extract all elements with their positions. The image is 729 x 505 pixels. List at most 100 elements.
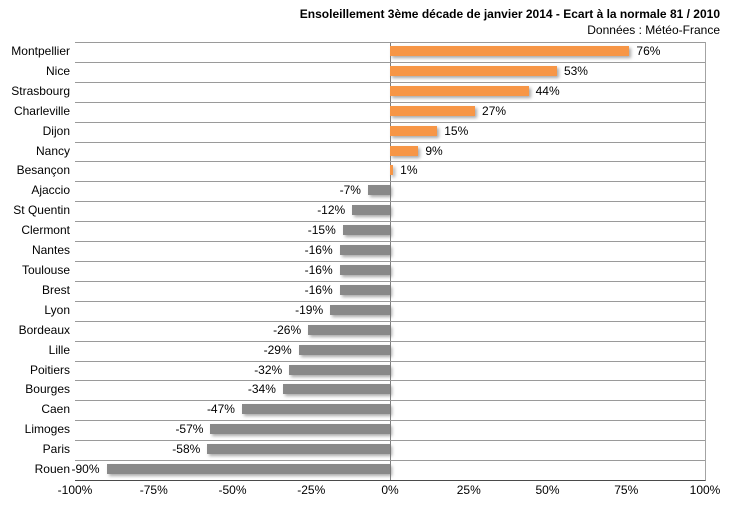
value-label: 53%	[563, 63, 588, 78]
row-separator-line	[75, 261, 705, 262]
value-label: -90%	[71, 462, 100, 477]
value-bar	[367, 185, 390, 196]
value-label: 27%	[482, 103, 507, 118]
value-label: -12%	[317, 203, 346, 218]
category-label: Bourges	[25, 382, 70, 397]
row-separator-line	[75, 161, 705, 162]
row-separator-line	[75, 281, 705, 282]
row-separator-line	[75, 181, 705, 182]
value-label: -26%	[273, 322, 302, 337]
row-separator-line	[75, 241, 705, 242]
value-bar	[390, 85, 529, 96]
value-label: -16%	[304, 282, 333, 297]
row-separator-line	[75, 102, 705, 103]
value-label: 9%	[425, 143, 443, 158]
row-separator-line	[75, 440, 705, 441]
value-label: -32%	[254, 362, 283, 377]
category-label: Rouen	[34, 462, 70, 477]
value-bar	[339, 245, 390, 256]
value-label: -7%	[339, 183, 361, 198]
category-label: Bordeaux	[18, 322, 70, 337]
value-bar	[390, 105, 476, 116]
value-label: -16%	[304, 263, 333, 277]
row-separator-line	[75, 380, 705, 381]
row-separator-line	[75, 82, 705, 83]
value-bar	[390, 125, 438, 136]
category-axis: Montpellier Nice Strasbourg Charleville Dijo…	[0, 42, 70, 480]
value-bar	[339, 264, 390, 275]
row-separator-line	[75, 221, 705, 222]
category-label: Strasbourg	[11, 83, 70, 98]
category-label: Ajaccio	[31, 183, 70, 198]
row-separator-line	[75, 142, 705, 143]
value-label: 76%	[636, 44, 661, 58]
category-label: Dijon	[42, 123, 70, 138]
row-separator-line	[75, 321, 705, 322]
category-label: Nantes	[31, 243, 70, 258]
value-label: -16%	[304, 243, 333, 258]
row-separator-line	[75, 201, 705, 202]
x-axis-tick-label: 100%	[689, 483, 721, 497]
value-bar	[207, 444, 390, 455]
value-bar	[390, 145, 419, 156]
x-axis-tick-label: 75%	[614, 483, 639, 497]
x-axis-tick-label: -100%	[57, 483, 93, 497]
value-bar	[282, 384, 390, 395]
row-separator-line	[75, 361, 705, 362]
category-label: Toulouse	[21, 263, 70, 277]
value-bar	[352, 205, 390, 216]
value-bar	[289, 364, 390, 375]
category-label: Brest	[41, 282, 70, 297]
plot-area: 76% 53% 44% 27% 15% 9% 1% -7% -12% -15% -16% -16% -1…	[71, 42, 706, 481]
value-label: -15%	[307, 223, 336, 238]
category-label: Lille	[48, 342, 70, 357]
category-label: Caen	[41, 402, 70, 417]
x-axis-tick-label: -50%	[218, 483, 247, 497]
category-label: Poitiers	[29, 362, 70, 377]
category-label: Paris	[42, 442, 70, 457]
category-label: Charleville	[13, 103, 70, 118]
value-bar	[308, 324, 390, 335]
category-label: Montpellier	[11, 44, 70, 58]
value-bar	[210, 424, 390, 435]
value-label: -19%	[295, 302, 324, 317]
chart-title: Ensoleillement 3ème décade de janvier 20…	[299, 7, 720, 21]
value-bar	[390, 65, 557, 76]
chart-title-block: Ensoleillement 3ème décade de janvier 20…	[300, 6, 720, 38]
value-label: -57%	[175, 422, 204, 437]
row-separator-line	[75, 460, 705, 461]
x-axis: -100% -75% -50% -25% 0% 25% 50% 75% 100%	[58, 483, 721, 499]
row-separator-line	[75, 301, 705, 302]
value-bar	[339, 284, 390, 295]
category-label: Lyon	[44, 302, 70, 317]
value-label: -47%	[206, 402, 235, 417]
value-bar	[342, 225, 390, 236]
row-separator-line	[75, 42, 705, 43]
category-label: St Quentin	[13, 203, 70, 218]
row-separator-line	[75, 122, 705, 123]
value-label: 1%	[400, 163, 418, 178]
x-axis-tick-label: 0%	[381, 483, 399, 497]
row-separator-line	[75, 400, 705, 401]
row-separator-line	[75, 420, 705, 421]
value-label: -34%	[247, 382, 276, 397]
value-bar	[390, 45, 630, 56]
row-separator-line	[75, 62, 705, 63]
value-bar	[241, 404, 390, 415]
value-bar	[106, 464, 390, 475]
value-label: -29%	[263, 342, 292, 357]
category-label: Clermont	[21, 223, 70, 238]
chart-subtitle: Données : Météo-France	[587, 23, 720, 37]
category-label: Limoges	[24, 422, 70, 437]
category-label: Nancy	[35, 143, 70, 158]
x-axis-tick-label: -25%	[297, 483, 326, 497]
value-bar	[390, 165, 394, 176]
category-label: Nice	[45, 63, 70, 78]
value-label: 44%	[535, 83, 560, 98]
x-axis-tick-label: -75%	[139, 483, 168, 497]
x-axis-tick-label: 25%	[456, 483, 481, 497]
value-bar	[298, 344, 390, 355]
value-label: 15%	[444, 123, 469, 138]
value-label: -58%	[172, 442, 201, 457]
